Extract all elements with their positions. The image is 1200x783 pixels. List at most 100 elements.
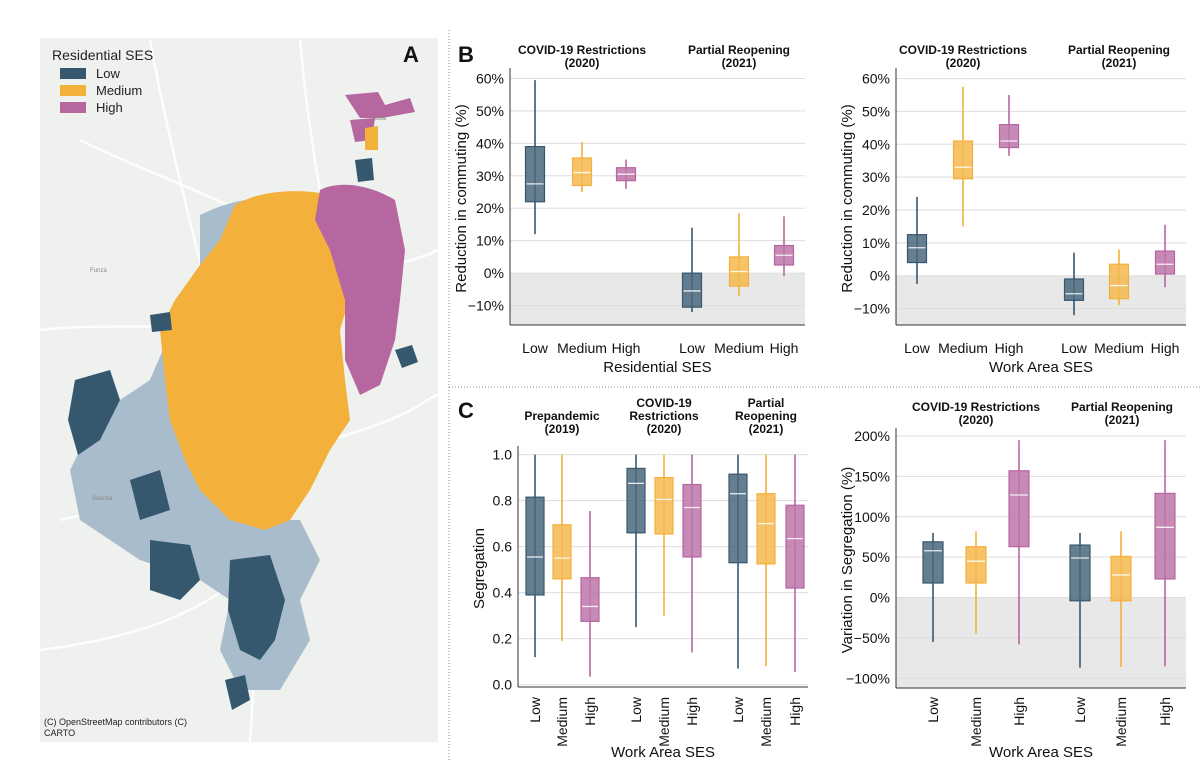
map-region-low-north: [355, 158, 374, 182]
x-tick-label: High: [995, 340, 1024, 356]
map-region-medium-north: [365, 126, 378, 150]
y-tick-label: 1.0: [493, 447, 513, 463]
map-region-low-west: [68, 370, 120, 455]
group-title-line: Restrictions: [629, 409, 699, 423]
legend-swatch-medium: [60, 85, 86, 96]
box-body: [1154, 492, 1176, 580]
box-body: [1110, 555, 1132, 602]
box-low: [906, 196, 928, 284]
map-legend-title: Residential SES: [52, 47, 153, 63]
chart-b1-residential-commuting: −10% 0% 10% 20% 30% 40% 50% 60% Reduction in com…: [453, 43, 805, 376]
group-title: Partial Reopening(2021): [1071, 400, 1173, 427]
group-title-line: (2021): [722, 56, 757, 70]
box-body: [922, 541, 944, 584]
box-medium: [654, 454, 674, 616]
box-low: [525, 454, 545, 658]
x-tick-label: Medium: [1094, 340, 1144, 356]
x-axis-label: Work Area SES: [989, 744, 1093, 761]
group-title: COVID-19 Restrictions(2020): [518, 43, 646, 70]
box-medium: [552, 454, 572, 641]
box-body: [1154, 250, 1176, 275]
group-title-line: (2020): [959, 413, 994, 427]
map-credit-line1: (C) OpenStreetMap contributors (C): [44, 717, 187, 727]
negative-region-band: [510, 273, 805, 325]
legend-label-medium: Medium: [96, 83, 142, 98]
x-tick-label: Low: [1061, 340, 1088, 356]
map-place-label-funza: Funza: [90, 268, 107, 274]
map-legend-item-low: Low: [60, 66, 120, 81]
box-low: [1069, 532, 1091, 668]
x-tick-label: Low: [628, 696, 644, 723]
y-tick-label: −10%: [468, 298, 504, 314]
y-tick-label: 40%: [476, 135, 504, 151]
x-tick-label: High: [1157, 697, 1173, 726]
chart-b2-workarea-commuting: −10% 0% 10% 20% 30% 40% 50% 60% Reduction in com…: [839, 43, 1186, 376]
panel-a-map: Residential SES Low Medium High Suba Fun…: [39, 38, 439, 743]
box-medium: [1110, 531, 1132, 668]
group-title: Partial Reopening(2021): [688, 43, 790, 70]
map-legend: Residential SES Low Medium High: [52, 47, 153, 115]
y-tick-label: 0.2: [493, 631, 513, 647]
y-tick-label: 0%: [870, 590, 890, 606]
map-region-low-far-south: [225, 675, 250, 710]
box-medium: [756, 454, 776, 667]
group-title-line: COVID-19 Restrictions: [912, 400, 1040, 414]
box-body: [952, 140, 974, 180]
x-tick-label: Medium: [968, 697, 984, 747]
x-tick-label: High: [1151, 340, 1180, 356]
y-tick-label: −50%: [854, 630, 890, 646]
x-tick-label: High: [582, 697, 598, 726]
y-axis-label: Variation in Segregation (%): [839, 467, 856, 654]
y-tick-label: 30%: [862, 169, 890, 185]
x-tick-label: High: [1011, 697, 1027, 726]
group-title-line: Prepandemic: [524, 409, 600, 423]
y-tick-label: −100%: [846, 670, 890, 686]
y-tick-label: 60%: [476, 70, 504, 86]
box-high: [773, 216, 795, 277]
box-high: [1008, 440, 1030, 645]
x-tick-label: High: [770, 340, 799, 356]
box-low: [1063, 252, 1085, 316]
box-low: [728, 454, 748, 669]
group-title-line: (2021): [1102, 56, 1137, 70]
box-high: [580, 510, 600, 677]
group-title: COVID-19 Restrictions(2020): [912, 400, 1040, 427]
map-region-low-west-2: [150, 312, 172, 332]
y-tick-label: 40%: [862, 136, 890, 152]
map-region-medium: [160, 191, 355, 530]
x-axis-label: Work Area SES: [989, 359, 1093, 376]
map-region-high-north: [345, 92, 415, 118]
box-body: [1063, 278, 1085, 301]
group-title: Partial Reopening(2021): [1068, 43, 1170, 70]
box-body: [580, 577, 600, 623]
group-title-line: COVID-19 Restrictions: [899, 43, 1027, 57]
y-tick-label: 50%: [476, 103, 504, 119]
y-tick-label: 20%: [862, 202, 890, 218]
y-tick-label: 150%: [854, 468, 890, 484]
y-tick-label: 60%: [862, 71, 890, 87]
legend-label-high: High: [96, 100, 123, 115]
box-medium: [952, 86, 974, 227]
chart-c1-segregation: 0.0 0.2 0.4 0.6 0.8 1.0 Segregation Work Area S…: [471, 396, 808, 761]
x-tick-label: Low: [522, 340, 549, 356]
map-region-low-southwest: [150, 540, 200, 600]
legend-swatch-low: [60, 68, 86, 79]
map-region-low-sw-patch: [130, 470, 170, 520]
box-body: [552, 524, 572, 580]
box-medium: [728, 213, 750, 296]
box-body: [728, 473, 748, 564]
box-body: [571, 157, 593, 187]
box-high: [615, 159, 637, 189]
group-title-line: (2020): [565, 56, 600, 70]
y-tick-label: 100%: [854, 509, 890, 525]
y-tick-label: 50%: [862, 549, 890, 565]
legend-swatch-high: [60, 102, 86, 113]
y-tick-label: 0.8: [493, 493, 513, 509]
y-axis-label: Reduction in commuting (%): [453, 104, 470, 292]
box-low: [922, 532, 944, 642]
box-high: [682, 454, 702, 653]
group-title-line: COVID-19: [636, 396, 692, 410]
y-tick-label: 0%: [484, 265, 504, 281]
box-low: [524, 80, 546, 235]
